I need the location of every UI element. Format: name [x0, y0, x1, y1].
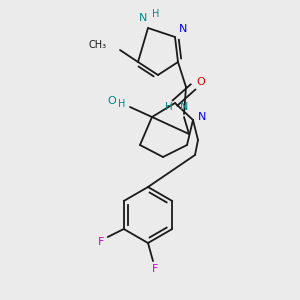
Text: O: O: [196, 77, 206, 87]
Text: H: H: [165, 102, 173, 112]
Text: O: O: [108, 96, 116, 106]
Text: F: F: [152, 264, 158, 274]
Text: F: F: [98, 237, 104, 247]
Text: H: H: [152, 9, 160, 19]
Text: CH₃: CH₃: [89, 40, 107, 50]
Text: N: N: [179, 24, 187, 34]
Text: N: N: [139, 13, 147, 23]
Text: H: H: [118, 99, 126, 109]
Text: N: N: [180, 102, 188, 112]
Text: N: N: [198, 112, 206, 122]
